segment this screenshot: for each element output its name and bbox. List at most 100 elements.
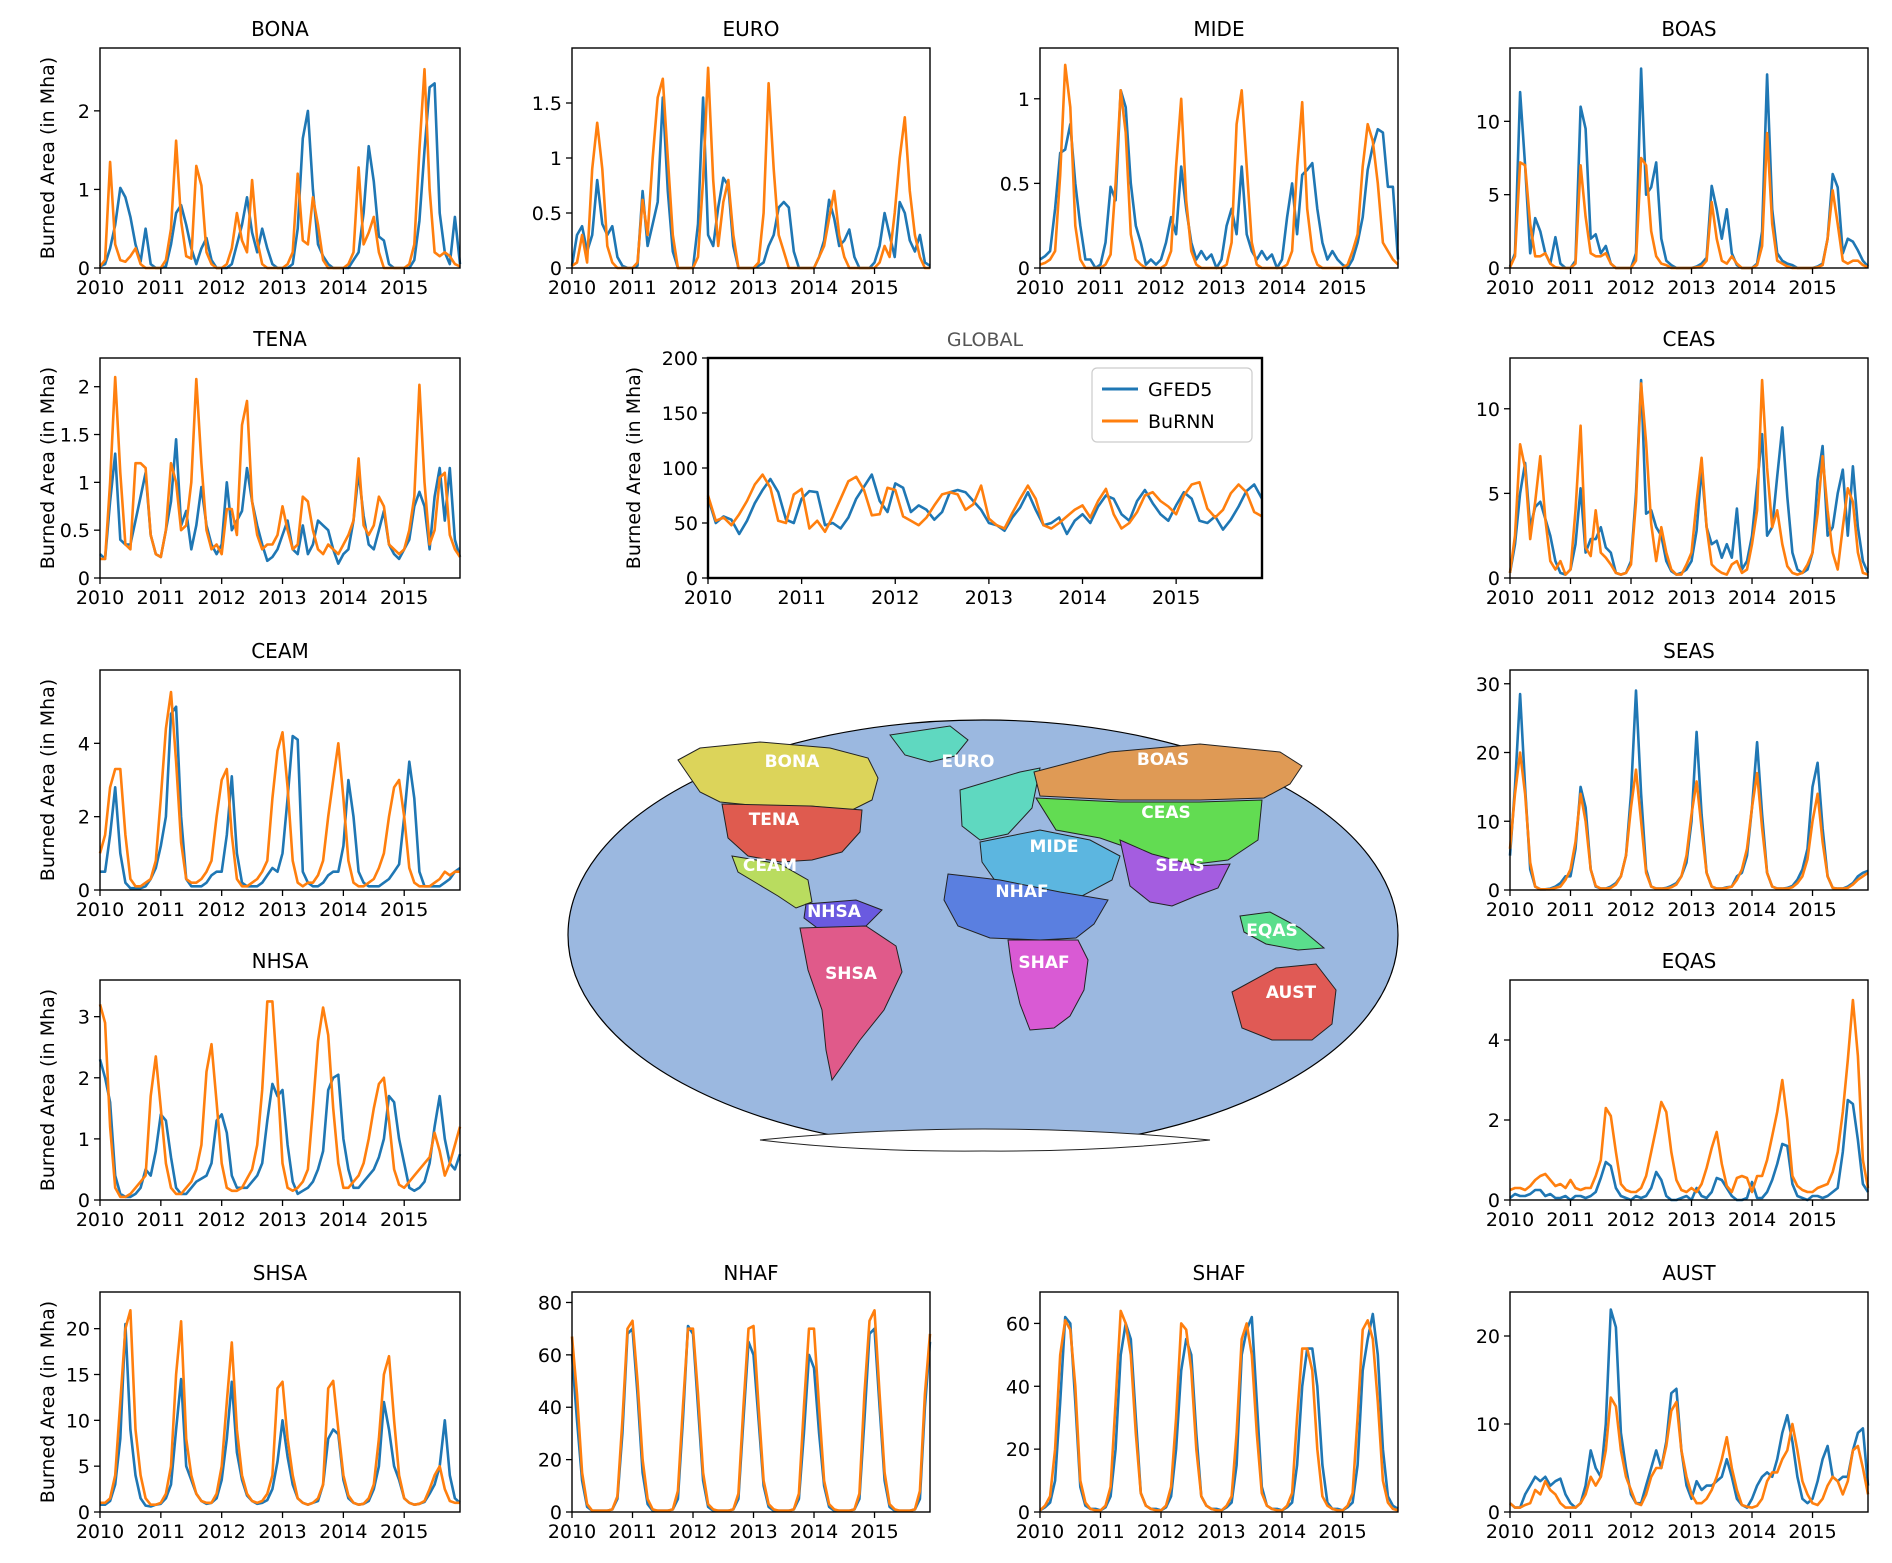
x-tick-label: 2014 [319,899,367,921]
x-tick-label: 2011 [1546,277,1594,299]
x-tick-label: 2010 [1486,587,1534,609]
axes-frame [99,1291,461,1513]
series-line-burnn [1039,63,1399,270]
map-region-euro [959,767,1041,841]
x-tick-label: 2010 [76,899,124,921]
series-line-gfed5 [98,1059,462,1199]
series-line-burnn [98,690,460,888]
y-tick-label: 30 [1476,674,1500,696]
y-tick-label: 200 [662,348,698,370]
x-tick-label: 2015 [380,1521,428,1543]
panel-title: NHSA [252,949,309,973]
y-tick-label: 0.5 [532,203,562,225]
map-label-shaf: SHAF [1018,953,1069,973]
x-tick-label: 2014 [1728,899,1776,921]
series-line-burnn [98,67,461,270]
series-line-burnn [98,1000,462,1199]
x-tick-label: 2015 [1788,1209,1836,1231]
y-tick-label: 5 [78,1456,90,1478]
x-tick-label: 2013 [1197,1521,1245,1543]
axes-frame [1039,47,1399,269]
y-tick-label: 10 [1476,399,1500,421]
y-tick-label: 4 [1488,1030,1500,1052]
series-line-burnn [1509,998,1870,1194]
map-antarctica [759,1128,1211,1152]
series-line-burnn [100,1309,460,1506]
y-tick-label: 1.5 [60,425,90,447]
panel-seas: SEAS 0 10 20 30 2010 2011 2012 2013 2014 2015 [1476,639,1869,921]
series-line-gfed5 [99,82,462,270]
x-tick-label: 2014 [319,587,367,609]
y-axis-label: Burned Area (in Mha) [623,367,645,569]
map-region-euro [889,725,969,763]
y-tick-label: 1 [78,1129,90,1151]
x-tick-label: 2011 [1546,587,1594,609]
series-line-burnn [571,66,930,270]
y-tick-label: 1.5 [532,93,562,115]
series-line-gfed5 [1039,89,1400,270]
x-tick-label: 2011 [137,1209,185,1231]
map-label-ceam: CEAM [743,856,797,876]
x-tick-label: 2012 [871,587,919,609]
x-tick-label: 2011 [137,1521,185,1543]
x-tick-label: 2012 [669,277,717,299]
y-tick-label: 150 [662,403,698,425]
x-tick-label: 2012 [1607,587,1655,609]
axes-frame [1509,357,1869,579]
panel-title: CEAS [1663,327,1716,351]
y-tick-label: 4 [78,733,90,755]
x-tick-label: 2010 [1016,1521,1064,1543]
y-tick-label: 10 [66,1410,90,1432]
x-tick-label: 2015 [1318,1521,1366,1543]
series-line-gfed5 [1509,1308,1870,1509]
x-tick-label: 2010 [76,1209,124,1231]
x-tick-label: 2014 [790,277,838,299]
legend-box [1091,367,1253,443]
x-tick-label: 2011 [1546,1209,1594,1231]
panel-title: CEAM [251,639,309,663]
y-tick-label: 10 [1476,1414,1500,1436]
panel-shaf: SHAF 0 20 40 60 2010 2011 2012 2013 2014 2015 [1006,1261,1399,1543]
y-tick-label: 0 [1488,568,1500,590]
y-tick-label: 0.5 [60,520,90,542]
series-line-burnn [100,375,462,561]
panel-title: GLOBAL [947,329,1024,351]
series-line-burnn [570,1309,932,1512]
y-tick-label: 0 [1488,880,1500,902]
x-tick-label: 2013 [258,1521,306,1543]
x-tick-label: 2012 [1137,277,1185,299]
panel-mide: MIDE 0 0.5 1 2010 2011 2012 2013 2014 2015 [1000,17,1400,299]
y-tick-label: 0 [550,1502,562,1524]
y-tick-label: 40 [1006,1376,1030,1398]
map-label-boas: BOAS [1137,750,1189,770]
x-tick-label: 2013 [258,899,306,921]
y-tick-label: 0.5 [1000,173,1030,195]
y-tick-label: 20 [538,1450,562,1472]
map-label-bona: BONA [765,752,821,772]
y-tick-label: 20 [1006,1439,1030,1461]
x-tick-label: 2012 [1607,1209,1655,1231]
y-tick-label: 2 [78,377,90,399]
x-tick-label: 2012 [1607,277,1655,299]
x-tick-label: 2011 [608,277,656,299]
x-tick-label: 2010 [1486,899,1534,921]
y-axis-label: Burned Area (in Mha) [37,679,59,881]
y-tick-label: 2 [78,807,90,829]
x-tick-label: 2014 [319,1209,367,1231]
panel-title: AUST [1662,1261,1716,1285]
map-region-ceas [1035,797,1263,867]
x-tick-label: 2010 [548,1521,596,1543]
map-label-nhaf: NHAF [995,882,1048,902]
y-tick-label: 1 [78,179,90,201]
x-tick-label: 2014 [319,1521,367,1543]
y-tick-label: 0 [550,258,562,280]
panel-eqas: EQAS 0 2 4 2010 2011 2012 2013 2014 2015 [1486,949,1870,1231]
x-tick-label: 2010 [1486,1209,1534,1231]
x-tick-label: 2011 [137,277,185,299]
series-line-gfed5 [570,1324,932,1512]
y-tick-label: 0 [78,568,90,590]
x-tick-label: 2012 [198,277,246,299]
y-tick-label: 0 [1488,258,1500,280]
axes-frame [571,1291,931,1513]
x-tick-label: 2010 [76,277,124,299]
